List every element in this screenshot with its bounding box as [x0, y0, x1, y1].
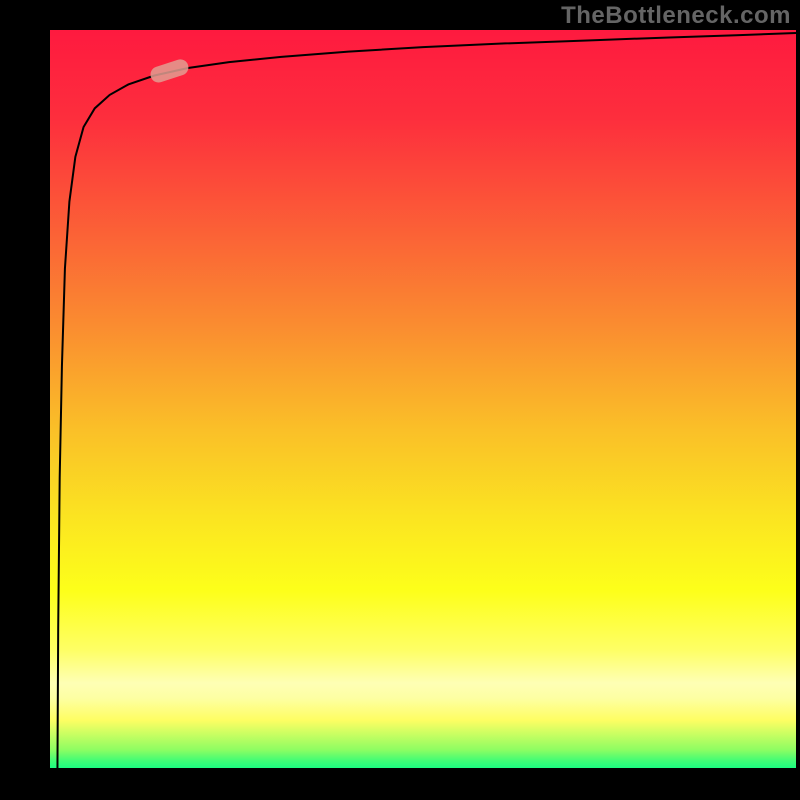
bottleneck-curve	[50, 30, 796, 768]
watermark-text: TheBottleneck.com	[561, 2, 791, 30]
plot-area	[50, 30, 796, 768]
curve-path	[57, 33, 796, 768]
